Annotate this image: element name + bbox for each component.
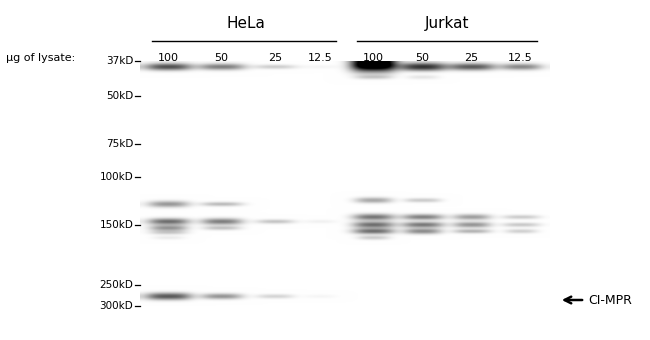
Text: 25: 25: [464, 53, 478, 63]
Text: 300kD: 300kD: [99, 301, 133, 311]
Text: 100kD: 100kD: [99, 172, 133, 183]
Text: CI-MPR: CI-MPR: [588, 293, 632, 306]
Text: 37kD: 37kD: [106, 56, 133, 66]
Text: 100: 100: [363, 53, 384, 63]
Text: 150kD: 150kD: [99, 220, 133, 230]
Text: 100: 100: [158, 53, 179, 63]
Text: 12.5: 12.5: [307, 53, 332, 63]
Text: 75kD: 75kD: [106, 139, 133, 149]
Text: 25: 25: [268, 53, 282, 63]
Text: 12.5: 12.5: [508, 53, 533, 63]
Text: 250kD: 250kD: [99, 280, 133, 290]
Text: 50kD: 50kD: [106, 91, 133, 101]
Text: Jurkat: Jurkat: [424, 16, 469, 31]
Text: μg of lysate:: μg of lysate:: [6, 53, 76, 63]
Text: HeLa: HeLa: [227, 16, 266, 31]
Text: 50: 50: [214, 53, 229, 63]
Text: 50: 50: [415, 53, 429, 63]
